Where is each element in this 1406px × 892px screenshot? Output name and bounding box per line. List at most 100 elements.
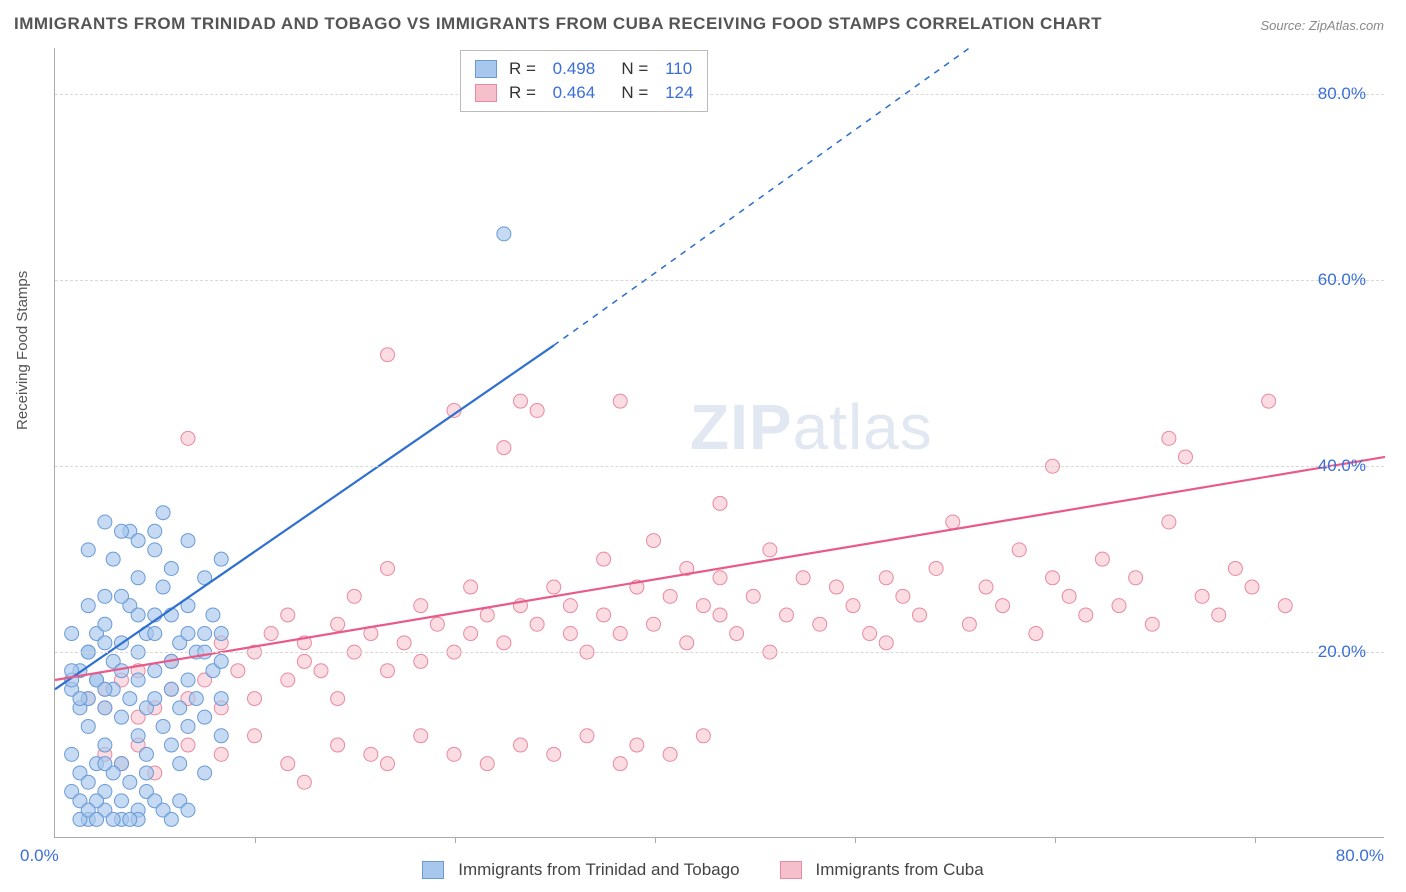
r-value-cuba: 0.464 bbox=[553, 83, 596, 103]
data-point-cuba bbox=[563, 599, 577, 613]
legend-row-trinidad: R = 0.498 N = 110 bbox=[475, 57, 693, 81]
gridline bbox=[55, 280, 1384, 281]
data-point-cuba bbox=[896, 589, 910, 603]
data-point-cuba bbox=[879, 571, 893, 585]
data-point-trinidad bbox=[131, 673, 145, 687]
r-label: R = bbox=[509, 83, 536, 103]
data-point-cuba bbox=[1195, 589, 1209, 603]
data-point-cuba bbox=[1062, 589, 1076, 603]
data-point-cuba bbox=[746, 589, 760, 603]
data-point-trinidad bbox=[131, 534, 145, 548]
data-point-cuba bbox=[181, 738, 195, 752]
chart-plot-area: 20.0%40.0%60.0%80.0% bbox=[54, 48, 1384, 838]
series-label-trinidad: Immigrants from Trinidad and Tobago bbox=[458, 860, 739, 880]
data-point-cuba bbox=[480, 608, 494, 622]
y-axis-label: Receiving Food Stamps bbox=[14, 271, 31, 430]
data-point-trinidad bbox=[189, 692, 203, 706]
data-point-trinidad bbox=[214, 552, 228, 566]
data-point-cuba bbox=[297, 775, 311, 789]
data-point-cuba bbox=[414, 654, 428, 668]
x-tick bbox=[455, 837, 456, 843]
data-point-cuba bbox=[597, 552, 611, 566]
data-point-cuba bbox=[1245, 580, 1259, 594]
scatter-svg bbox=[55, 48, 1384, 837]
data-point-trinidad bbox=[139, 747, 153, 761]
data-point-cuba bbox=[713, 496, 727, 510]
data-point-cuba bbox=[962, 617, 976, 631]
n-value-cuba: 124 bbox=[665, 83, 693, 103]
data-point-trinidad bbox=[115, 794, 129, 808]
x-tick bbox=[1255, 837, 1256, 843]
n-label: N = bbox=[621, 59, 648, 79]
data-point-cuba bbox=[248, 729, 262, 743]
data-point-trinidad bbox=[98, 757, 112, 771]
data-point-trinidad bbox=[98, 738, 112, 752]
data-point-cuba bbox=[663, 589, 677, 603]
bottom-legend-cuba: Immigrants from Cuba bbox=[780, 860, 984, 880]
data-point-cuba bbox=[547, 580, 561, 594]
data-point-trinidad bbox=[115, 524, 129, 538]
data-point-trinidad bbox=[81, 599, 95, 613]
data-point-cuba bbox=[214, 747, 228, 761]
data-point-cuba bbox=[1212, 608, 1226, 622]
data-point-cuba bbox=[696, 729, 710, 743]
data-point-cuba bbox=[414, 599, 428, 613]
data-point-trinidad bbox=[98, 682, 112, 696]
data-point-cuba bbox=[331, 738, 345, 752]
data-point-trinidad bbox=[73, 692, 87, 706]
data-point-cuba bbox=[913, 608, 927, 622]
correlation-legend: R = 0.498 N = 110 R = 0.464 N = 124 bbox=[460, 50, 708, 112]
data-point-cuba bbox=[613, 757, 627, 771]
data-point-trinidad bbox=[497, 227, 511, 241]
data-point-cuba bbox=[231, 664, 245, 678]
x-tick bbox=[855, 837, 856, 843]
data-point-cuba bbox=[879, 636, 893, 650]
data-point-trinidad bbox=[164, 682, 178, 696]
data-point-trinidad bbox=[123, 775, 137, 789]
data-point-cuba bbox=[1162, 431, 1176, 445]
data-point-cuba bbox=[381, 757, 395, 771]
data-point-cuba bbox=[497, 636, 511, 650]
data-point-cuba bbox=[796, 571, 810, 585]
data-point-trinidad bbox=[148, 627, 162, 641]
data-point-trinidad bbox=[214, 692, 228, 706]
data-point-cuba bbox=[364, 747, 378, 761]
data-point-trinidad bbox=[81, 543, 95, 557]
x-tick bbox=[1055, 837, 1056, 843]
source-attribution: Source: ZipAtlas.com bbox=[1260, 18, 1384, 33]
data-point-cuba bbox=[996, 599, 1010, 613]
data-point-cuba bbox=[381, 348, 395, 362]
r-label: R = bbox=[509, 59, 536, 79]
swatch-cuba bbox=[475, 84, 497, 102]
data-point-trinidad bbox=[156, 719, 170, 733]
data-point-cuba bbox=[281, 608, 295, 622]
bottom-legend-trinidad: Immigrants from Trinidad and Tobago bbox=[422, 860, 739, 880]
data-point-trinidad bbox=[131, 608, 145, 622]
data-point-cuba bbox=[813, 617, 827, 631]
data-point-cuba bbox=[1046, 571, 1060, 585]
data-point-trinidad bbox=[131, 571, 145, 585]
data-point-cuba bbox=[1262, 394, 1276, 408]
data-point-cuba bbox=[314, 664, 328, 678]
data-point-trinidad bbox=[156, 506, 170, 520]
data-point-cuba bbox=[713, 571, 727, 585]
data-point-trinidad bbox=[98, 589, 112, 603]
data-point-trinidad bbox=[106, 812, 120, 826]
data-point-cuba bbox=[331, 617, 345, 631]
gridline bbox=[55, 652, 1384, 653]
data-point-cuba bbox=[264, 627, 278, 641]
gridline bbox=[55, 94, 1384, 95]
data-point-trinidad bbox=[106, 552, 120, 566]
data-point-cuba bbox=[397, 636, 411, 650]
data-point-cuba bbox=[464, 627, 478, 641]
data-point-cuba bbox=[563, 627, 577, 641]
y-tick-label: 80.0% bbox=[1318, 84, 1366, 104]
data-point-trinidad bbox=[164, 738, 178, 752]
data-point-cuba bbox=[663, 747, 677, 761]
data-point-cuba bbox=[597, 608, 611, 622]
gridline bbox=[55, 466, 1384, 467]
y-tick-label: 40.0% bbox=[1318, 456, 1366, 476]
data-point-trinidad bbox=[123, 812, 137, 826]
data-point-trinidad bbox=[164, 812, 178, 826]
data-point-trinidad bbox=[214, 654, 228, 668]
